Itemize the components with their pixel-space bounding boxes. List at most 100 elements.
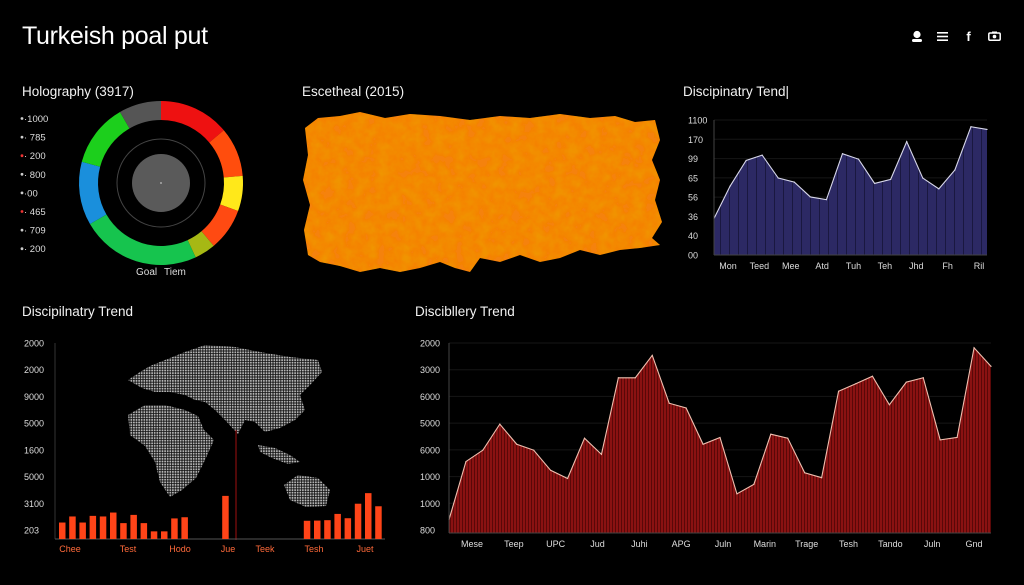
islands-landmass: [258, 445, 300, 464]
legend-dot: [20, 228, 24, 232]
header-toolbar: f: [910, 28, 1001, 44]
data-point: [986, 128, 988, 131]
donut-slice: [120, 101, 161, 129]
world-map: [128, 345, 330, 507]
data-point: [906, 141, 908, 143]
bottom-trend-chart: 2000 3000 6000 5000 6000 1000 1000 800 Mese Teep U…: [420, 339, 992, 549]
data-point: [583, 437, 586, 439]
y-tick-label: 9000: [24, 392, 44, 402]
data-point: [922, 377, 924, 379]
y-tick-label: 99: [688, 154, 698, 164]
data-point: [990, 365, 992, 367]
x-tick-label: Juet: [356, 544, 374, 554]
data-point: [702, 443, 704, 445]
turkey-map-shape: [303, 112, 662, 272]
legend-value: · 465: [24, 207, 46, 218]
bar: [130, 514, 137, 539]
x-tick-label: Juln: [715, 539, 732, 549]
bar: [79, 522, 86, 539]
legend-value: · 200: [24, 151, 46, 162]
data-point: [634, 377, 636, 379]
y-tick-label: 00: [688, 251, 698, 261]
data-point: [873, 182, 876, 185]
data-point: [729, 185, 731, 187]
legend-value: · 709: [24, 226, 46, 237]
data-point: [821, 477, 823, 479]
donut-slice: [187, 231, 214, 258]
y-tick-label: 3100: [24, 499, 44, 509]
x-tick-label: UPC: [546, 539, 566, 549]
y-tick-label: 1000: [420, 472, 440, 482]
y-tick-label: 6000: [420, 392, 440, 402]
legend-value: · 800: [24, 170, 46, 181]
x-tick-label: Juln: [924, 539, 941, 549]
legend-value: · 785: [24, 133, 46, 144]
y-tick-label: 56: [688, 193, 698, 203]
legend-value: ·1000: [24, 114, 48, 125]
bar: [140, 523, 148, 539]
data-point: [857, 158, 860, 160]
legend-dot: [20, 172, 24, 176]
donut-chart: ·1000 · 785 · 200 · 800 ·00 · 465 · 709 · 200: [20, 101, 243, 265]
bar-map-chart: 2000 2000 9000 5000 1600 5000 3100 203 Chee Test H…: [24, 339, 385, 554]
donut-title: Holography (3917): [22, 84, 134, 99]
x-tick-label: Test: [120, 544, 137, 554]
x-tick-label: Atd: [815, 261, 829, 271]
data-point: [938, 188, 940, 190]
x-tick-label: Juhi: [631, 539, 648, 549]
x-tick-label: Tuh: [846, 261, 861, 271]
data-point: [793, 181, 795, 183]
x-tick-label: Tando: [878, 539, 903, 549]
bottom-trend-title: Discibllery Trend: [415, 304, 515, 319]
x-tick-label: Marin: [754, 539, 777, 549]
data-point: [745, 159, 747, 162]
data-point: [482, 449, 484, 451]
y-tick-label: 800: [420, 526, 435, 536]
bar: [334, 513, 341, 539]
camera-icon[interactable]: [988, 29, 1001, 43]
donut-slice: [89, 214, 196, 265]
donut-slice: [161, 101, 224, 143]
bar: [150, 531, 158, 539]
area-fill: [449, 347, 991, 533]
app-title: Turkeish poal put: [22, 22, 208, 50]
y-tick-label: 3000: [420, 365, 440, 375]
bar: [365, 493, 372, 539]
bar: [314, 520, 321, 539]
x-tick-label: APG: [672, 539, 691, 549]
data-point: [809, 196, 811, 198]
bar: [324, 520, 331, 539]
data-point: [905, 381, 907, 383]
x-tick-label: Mese: [461, 539, 483, 549]
eurasia-landmass: [128, 345, 322, 434]
donut-slice: [209, 130, 243, 178]
user-icon[interactable]: [910, 29, 923, 43]
bar: [171, 518, 178, 539]
y-tick-label: 2000: [24, 339, 44, 349]
data-point: [550, 469, 552, 471]
data-point: [956, 436, 958, 439]
data-point: [777, 177, 779, 179]
bar: [161, 531, 168, 539]
y-tick-label: 40: [688, 231, 698, 241]
facebook-icon[interactable]: f: [966, 28, 971, 44]
turkey-map: [303, 112, 662, 272]
x-tick-label: Teed: [750, 261, 770, 271]
bar: [120, 523, 127, 539]
data-point: [841, 153, 844, 155]
donut-slice: [220, 175, 243, 212]
menu-icon[interactable]: [936, 29, 949, 43]
bar: [99, 516, 107, 539]
donut-label-tiem: Tiem: [164, 267, 186, 278]
y-tick-label: 1100: [688, 116, 707, 126]
x-tick-label: Tesh: [304, 544, 323, 554]
y-tick-label: 1000: [420, 499, 440, 509]
bar: [354, 503, 362, 539]
data-point: [651, 354, 653, 356]
x-tick-label: Jue: [221, 544, 236, 554]
data-point: [825, 199, 828, 201]
top-trend-chart: 1100 170 99 65 56 36 40 00 Mon Teed Mee Atd Tuh Teh Jh…: [688, 116, 988, 271]
africa-landmass: [128, 405, 214, 497]
y-tick-label: 2000: [24, 365, 44, 375]
data-point: [465, 460, 467, 463]
